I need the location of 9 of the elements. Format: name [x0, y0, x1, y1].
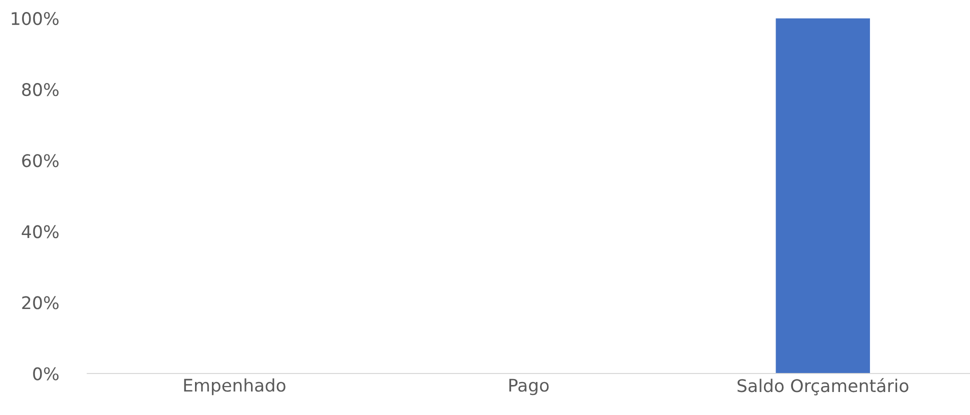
y-tick-label: 20%	[22, 296, 59, 310]
y-tick-label: 100%	[12, 12, 59, 26]
y-tick-label: 40%	[22, 225, 59, 238]
y-tick-label: 80%	[22, 83, 59, 96]
x-tick-label: Saldo Orçamentário	[738, 378, 908, 396]
x-tick-label: Pago	[509, 378, 549, 396]
x-tick-label: Empenhado	[184, 378, 286, 396]
y-tick-label: 60%	[22, 154, 59, 168]
y-tick-label: 0%	[33, 367, 59, 380]
